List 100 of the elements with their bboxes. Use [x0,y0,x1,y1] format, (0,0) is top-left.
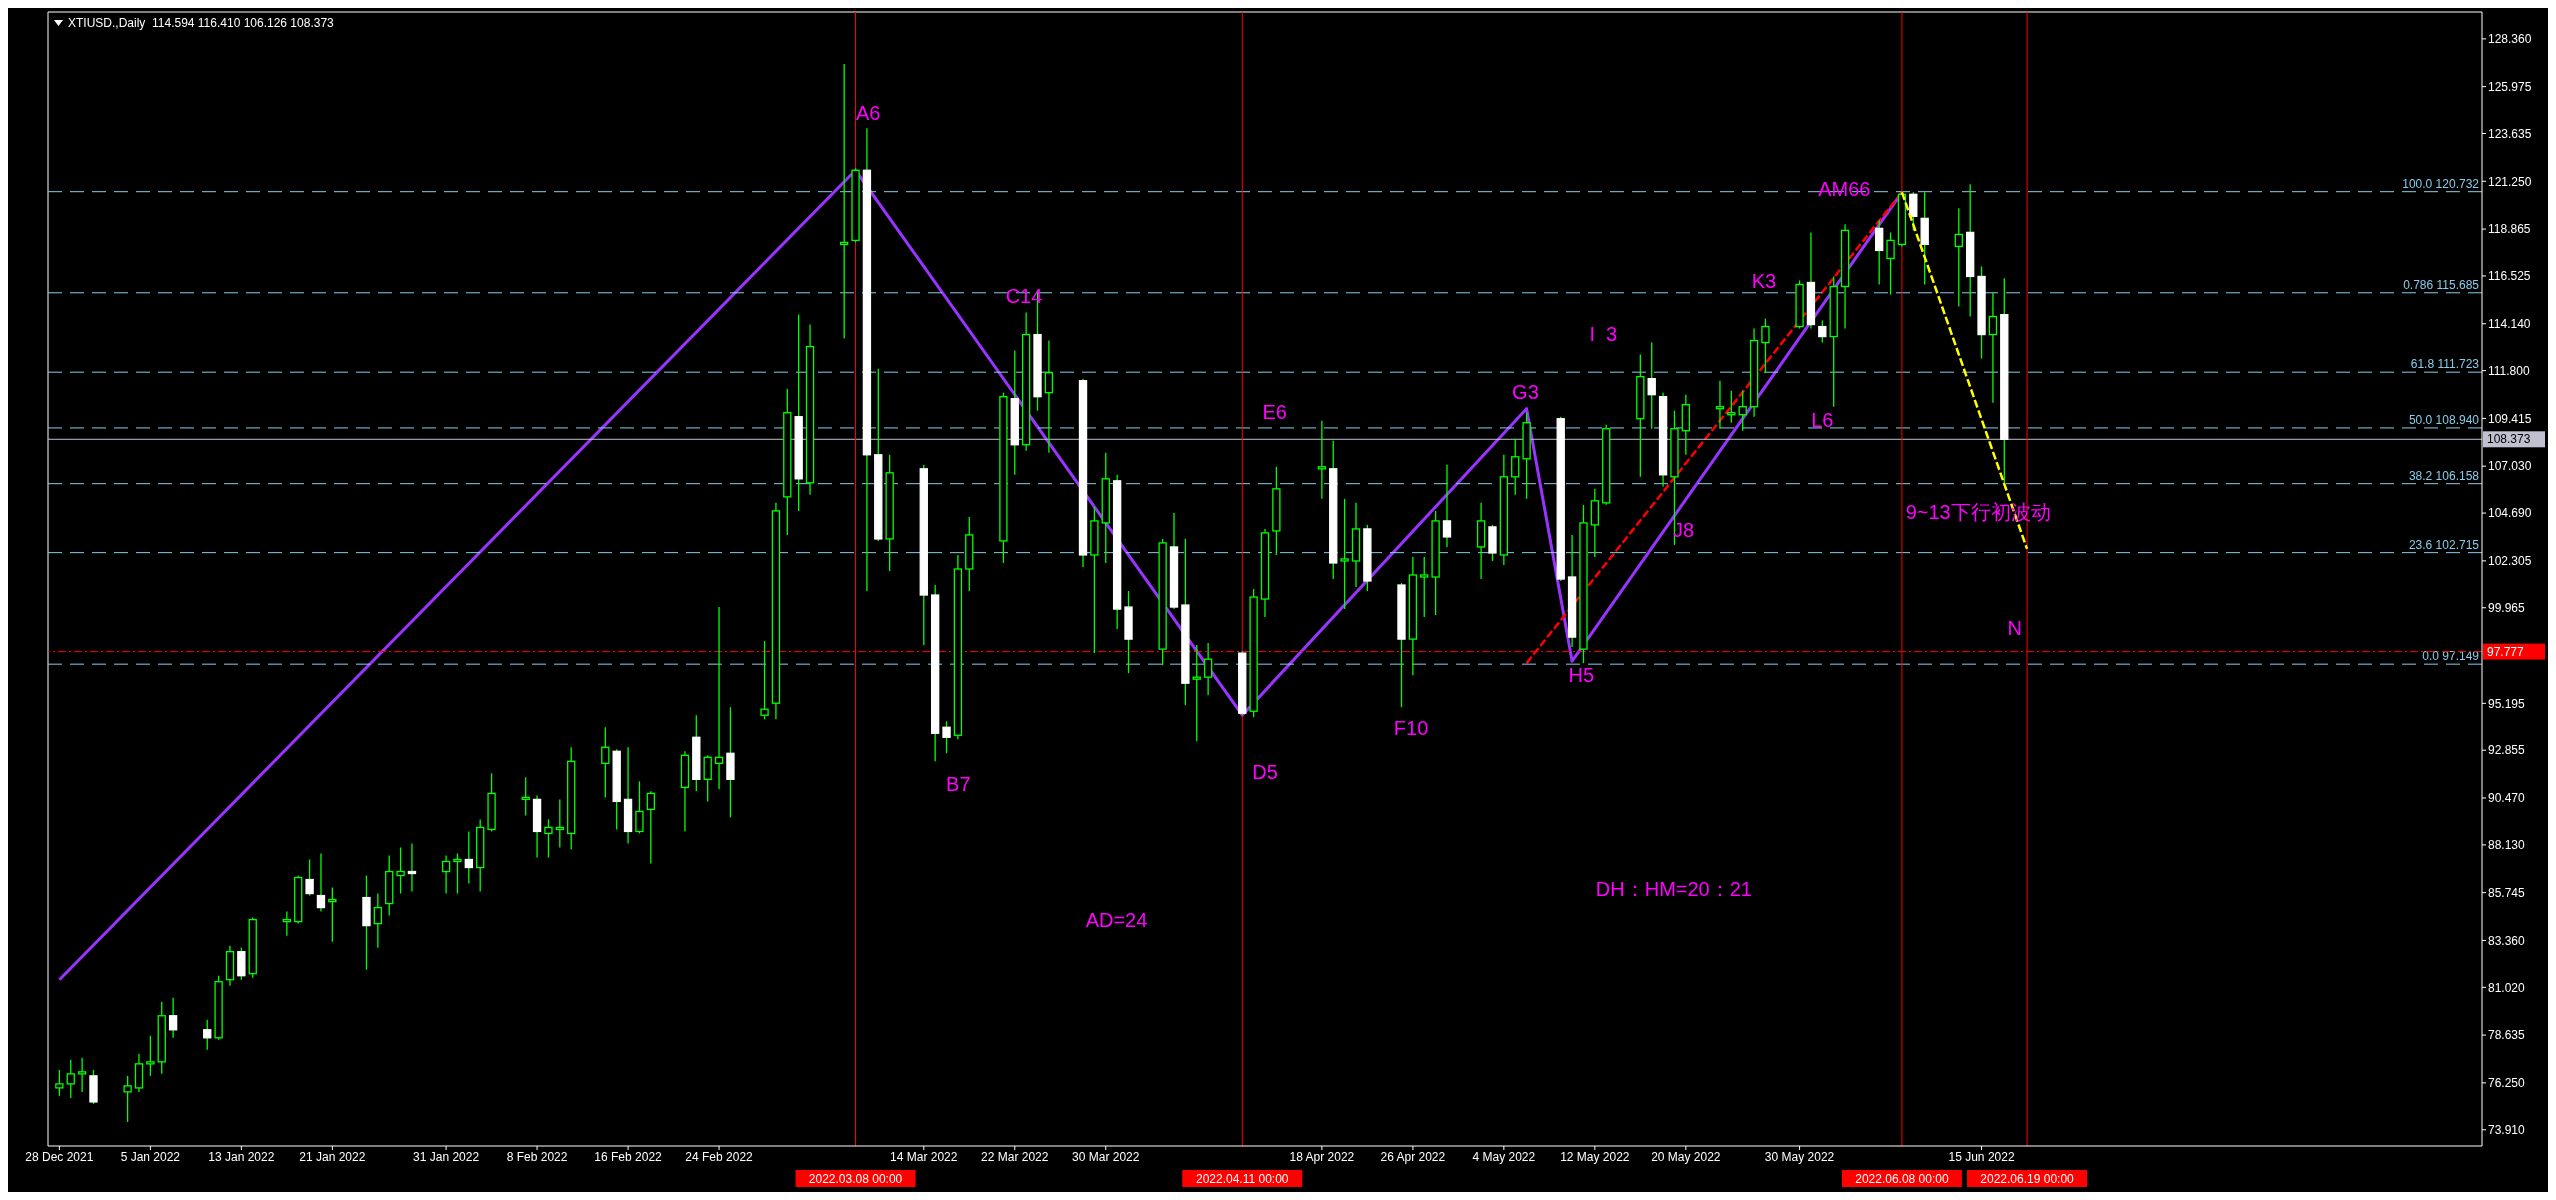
candlestick [646,790,655,865]
x-tick-label: 30 Mar 2022 [1072,1149,1140,1164]
y-tick-label: 104.690 [2488,506,2532,521]
candlestick [1340,498,1349,610]
y-tick-label: 81.020 [2488,980,2526,995]
candlestick [1909,191,1918,232]
candlestick [203,1019,212,1051]
x-tick-label: 15 Jun 2022 [1948,1149,2015,1164]
candlestick [1420,556,1429,618]
candlestick [282,910,292,937]
candlestick [1203,642,1213,696]
y-tick-label: 102.305 [2488,554,2532,569]
x-tick-label: 21 Jan 2022 [299,1149,366,1164]
y-tick-label: 118.865 [2488,222,2531,237]
x-tick-label: 18 Apr 2022 [1289,1149,1355,1164]
y-tick-label: 125.975 [2488,79,2532,94]
x-tick-label: 31 Jan 2022 [413,1149,480,1164]
candlestick [635,780,644,835]
candlestick [328,886,337,943]
candlestick [521,776,530,817]
ref-line-label: 61.8 111.723 [2410,357,2480,372]
candlestick [66,1059,75,1099]
annotation: K3 [1751,269,1777,293]
candlestick [1715,380,1725,430]
x-tick-label: 12 May 2022 [1560,1149,1630,1164]
candlestick [77,1057,87,1093]
candlestick [703,754,712,803]
candlestick [373,892,383,949]
candlestick [316,852,326,913]
ref-line-label: 2022.06.08 00:00 [1855,1172,1949,1186]
candlestick [123,1075,132,1123]
annotation: 9~13下行初波动 [1905,499,2051,525]
annotation: F10 [1393,716,1429,740]
x-tick-label: 26 Apr 2022 [1380,1149,1446,1164]
annotation: DH：HM=20：21 [1595,876,1752,902]
candlestick [1192,644,1201,742]
x-tick-label: 20 May 2022 [1651,1149,1721,1164]
candlestick [839,63,849,340]
ref-line-label: 2022.03.08 00:00 [808,1172,903,1186]
y-tick-label: 88.130 [2488,838,2526,853]
x-tick-label: 8 Feb 2022 [506,1149,568,1164]
candlestick [1954,207,1963,308]
candlestick [1875,219,1884,286]
ref-line-label: 0.0 97.149 [2422,649,2480,664]
y-tick-label: 114.140 [2488,317,2531,332]
x-tick-label: 4 May 2022 [1472,1149,1536,1164]
candlestick [441,854,451,895]
ref-line-label: 2022.04.11 00:00 [1195,1172,1289,1186]
y-tick-label: 92.855 [2488,743,2526,758]
y-tick-label: 109.415 [2488,411,2532,426]
candlestick [305,858,314,897]
y-tick-label: 78.635 [2488,1028,2526,1043]
x-tick-label: 24 Feb 2022 [685,1149,754,1164]
candlestick [453,852,462,895]
y-tick-label: 90.470 [2488,791,2526,806]
ref-line-label: 38.2 106.158 [2408,468,2480,483]
y-tick-label: 99.965 [2488,601,2526,616]
candlestick [1761,317,1770,374]
ref-line-label: 0.786 115.685 [2403,277,2480,292]
candlestick [464,830,474,885]
candlestick [1738,390,1747,432]
x-tick-label: 14 Mar 2022 [890,1149,958,1164]
candlestick [555,798,564,849]
candlestick [942,720,951,754]
annotation: AD=24 [1085,908,1148,932]
y-tick-label: 111.800 [2488,363,2530,378]
candlestick [1988,291,1998,404]
y-tick-label: 121.250 [2488,174,2532,189]
y-tick-label: 76.250 [2488,1076,2526,1091]
x-tick-label: 16 Feb 2022 [594,1149,663,1164]
annotation: N [2007,616,2022,640]
candlestick [1647,341,1656,430]
y-tick-label: 123.635 [2488,126,2532,141]
candlestick [601,726,610,799]
annotation: I 3 [1589,322,1618,346]
ref-line-label: 100.0 120.732 [2402,176,2480,191]
x-tick-label: 5 Jan 2022 [120,1149,181,1164]
candlestick [55,1069,64,1097]
annotation: B7 [946,772,971,796]
annotation: H5 [1568,663,1595,687]
y-tick-label: 85.745 [2488,885,2526,900]
candlestick [396,846,405,895]
candlestick [1044,339,1054,454]
candlestick [407,842,417,893]
candlestick [1442,464,1452,548]
ref-line-label: 108.373 [2487,432,2531,447]
y-tick-label: 128.360 [2488,32,2532,47]
candlestick [168,997,178,1039]
candlestick [714,606,724,791]
annotation: D5 [1252,760,1278,784]
annotation: G3 [1512,380,1539,404]
x-tick-label: 28 Dec 2021 [25,1149,94,1164]
candlestick [1886,231,1895,296]
annotation: L6 [1811,408,1834,432]
annotation: A6 [856,101,881,125]
annotation: E6 [1262,400,1287,424]
chart-title: XTIUSD.,Daily 114.594 116.410 106.126 108.373 [68,16,334,30]
y-tick-label: 95.195 [2488,696,2526,711]
ref-line-label: 50.0 108.940 [2408,412,2480,427]
x-tick-label: 13 Jan 2022 [208,1149,275,1164]
